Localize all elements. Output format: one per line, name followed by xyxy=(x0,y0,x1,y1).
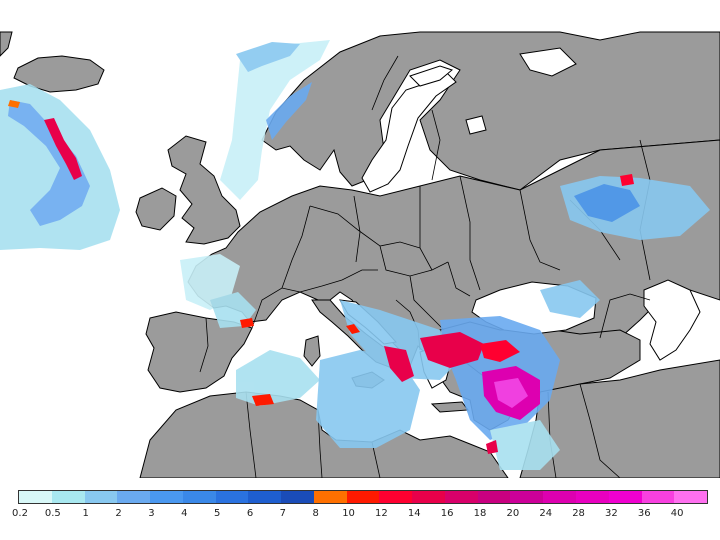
border-line xyxy=(419,186,433,271)
scandinavia-land xyxy=(261,31,720,191)
legend-swatch xyxy=(346,491,380,503)
border-line xyxy=(519,189,561,271)
legend-tick-label: 32 xyxy=(605,508,618,519)
legend-swatch xyxy=(84,491,118,503)
border-line xyxy=(459,175,481,291)
legend-swatch xyxy=(248,491,282,503)
precip-core-bay xyxy=(240,318,254,328)
legend-swatch xyxy=(608,491,642,503)
border-line xyxy=(599,293,651,339)
gulf-of-bothnia xyxy=(409,65,454,87)
precip-core-algeria xyxy=(252,394,274,406)
legend-swatch xyxy=(182,491,216,503)
precip-core-italy xyxy=(346,324,360,334)
sardinia-land xyxy=(303,335,321,367)
precipitation-map xyxy=(0,30,720,478)
border-line xyxy=(199,317,209,373)
iceland-land xyxy=(13,55,105,93)
legend-tick-label: 28 xyxy=(572,508,585,519)
precipitation-legend-colorbar xyxy=(18,490,708,504)
legend-tick-label: 20 xyxy=(506,508,520,519)
legend-swatch xyxy=(477,491,511,503)
border-line xyxy=(579,383,621,478)
legend-swatch xyxy=(150,491,183,503)
caspian-sea xyxy=(643,279,701,361)
precip-levant xyxy=(490,420,560,470)
border-line xyxy=(371,55,399,111)
legend-swatch xyxy=(510,491,544,503)
precip-core-greece xyxy=(420,332,484,368)
legend-swatch xyxy=(19,491,52,503)
legend-swatch xyxy=(215,491,249,503)
legend-tick-label: 8 xyxy=(312,508,319,519)
legend-tick-label: 6 xyxy=(246,508,254,519)
legend-swatch xyxy=(674,491,708,503)
legend-tick-label: 5 xyxy=(213,508,221,519)
legend-swatch xyxy=(641,491,675,503)
precip-atlantic-core xyxy=(8,100,90,226)
legend-swatch xyxy=(379,491,413,503)
legend-tick-label: 0.2 xyxy=(12,508,28,519)
precipitation-heavy xyxy=(8,100,634,454)
border-line xyxy=(317,409,323,478)
legend-tick-label: 14 xyxy=(407,508,421,519)
legend-tick-label: 3 xyxy=(148,508,155,519)
border-line xyxy=(245,391,257,478)
precip-core-cyprus xyxy=(486,440,498,454)
precip-core-russia xyxy=(620,174,634,186)
precip-med-central xyxy=(316,350,420,448)
precip-norway-band xyxy=(236,42,300,72)
legend-swatch xyxy=(412,491,445,503)
lake-ladoga xyxy=(465,115,487,135)
precip-caucasus xyxy=(540,280,600,318)
legend-tick-label: 24 xyxy=(539,508,553,519)
border-line xyxy=(431,109,441,181)
white-sea xyxy=(519,47,577,77)
legend-tick-label: 18 xyxy=(473,508,487,519)
iberia-land xyxy=(145,311,253,393)
border-line xyxy=(409,275,445,331)
precip-norway-coast xyxy=(266,82,312,140)
border-line xyxy=(281,205,311,289)
precip-biscay xyxy=(210,292,256,328)
precipitation-legend-labels: 0.2 0.5 1 2 3 4 5 6 7 8 10 12 14 16 18 20 24 28 32 36 40 xyxy=(0,508,720,522)
legend-tick-label: 36 xyxy=(637,508,651,519)
precip-core-adriatic xyxy=(384,346,414,382)
legend-tick-label: 10 xyxy=(342,508,355,519)
border-line xyxy=(251,287,301,329)
legend-tick-label: 7 xyxy=(279,508,287,519)
precip-core-atlantic xyxy=(44,118,82,180)
legend-swatch xyxy=(576,491,609,503)
precip-north-sea-band xyxy=(220,40,330,200)
country-borders xyxy=(199,55,651,478)
precip-med-west xyxy=(236,350,320,406)
border-line xyxy=(309,205,421,249)
great-britain-land xyxy=(167,135,241,245)
legend-tick-label: 16 xyxy=(440,508,454,519)
precip-russia-cells-2 xyxy=(574,184,640,222)
legend-swatch xyxy=(444,491,478,503)
precip-core-turkey-hot xyxy=(494,378,528,408)
greenland-land xyxy=(0,31,13,57)
precip-core-atlantic-2 xyxy=(8,100,20,108)
legend-tick-label: 2 xyxy=(115,508,122,519)
legend-tick-label: 0.5 xyxy=(44,508,61,519)
legend-swatch xyxy=(543,491,577,503)
ireland-land xyxy=(135,187,177,231)
border-line xyxy=(353,195,361,263)
border-line xyxy=(299,269,378,293)
legend-swatch xyxy=(281,491,314,503)
legend-tick-label: 40 xyxy=(670,508,684,519)
border-line xyxy=(447,261,471,297)
legend-tick-label: 1 xyxy=(82,508,89,519)
legend-tick-label: 4 xyxy=(181,508,188,519)
precip-core-turkey-west xyxy=(480,340,520,362)
legend-swatch xyxy=(51,491,85,503)
legend-swatch xyxy=(313,491,347,503)
map-svg xyxy=(0,30,720,478)
legend-swatch xyxy=(117,491,151,503)
legend-tick-label: 12 xyxy=(375,508,388,519)
